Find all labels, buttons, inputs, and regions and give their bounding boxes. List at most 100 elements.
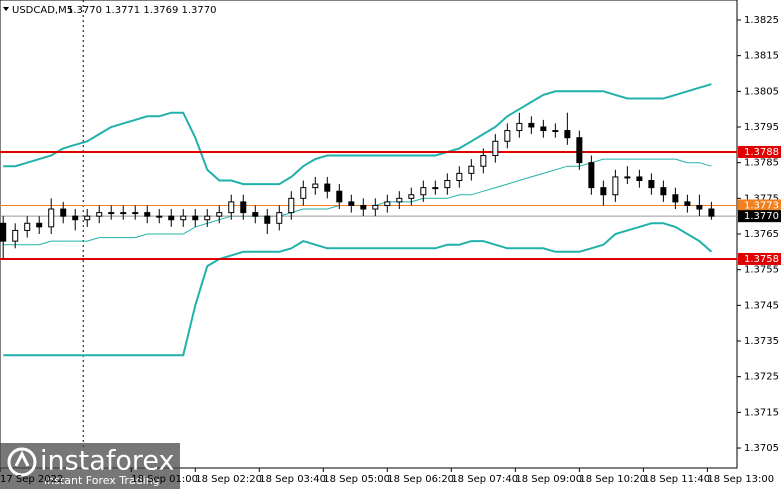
candle-body <box>504 130 511 142</box>
candle-body <box>252 212 259 217</box>
y-tick-label: 1.3705 <box>744 443 779 454</box>
candle-body <box>204 215 211 221</box>
candle-body <box>612 176 619 196</box>
y-tick-label: 1.3815 <box>744 51 779 62</box>
x-tick-label: 18 Sep 11:40 <box>643 474 710 485</box>
candle-body <box>420 187 427 196</box>
candle-body <box>108 212 115 215</box>
x-tick-label: 18 Sep 10:20 <box>579 474 646 485</box>
x-tick-label: 18 Sep 01:00 <box>131 474 198 485</box>
y-tick-label: 1.3785 <box>744 158 779 169</box>
y-tick-label: 1.3755 <box>744 265 779 276</box>
x-tick-label: 17 Sep 2022 <box>0 474 63 485</box>
ohlc-text: 1.3770 1.3771 1.3769 1.3770 <box>67 5 217 16</box>
candle-body <box>588 162 595 189</box>
candle-body <box>24 222 31 231</box>
candle-body <box>696 204 703 210</box>
x-tick-label: 18 Sep 09:00 <box>515 474 582 485</box>
candle-body <box>528 122 535 128</box>
candle-body <box>72 215 79 221</box>
x-tick-label: 18 Sep 03:40 <box>259 474 326 485</box>
level-label-bg <box>738 210 781 223</box>
candle-body <box>480 155 487 167</box>
candle-body <box>180 215 187 221</box>
candle-body <box>672 194 679 203</box>
candle-body <box>336 190 343 203</box>
candle-body <box>324 183 331 192</box>
watermark-brand: instaforex <box>40 446 174 477</box>
candle-body <box>84 215 91 221</box>
candle-body <box>192 215 199 221</box>
candle-body <box>264 215 271 224</box>
band-line <box>3 83 712 186</box>
y-tick-label: 1.3715 <box>744 407 779 418</box>
y-tick-label: 1.3805 <box>744 86 779 97</box>
candle-body <box>660 187 667 196</box>
level-label: 1.3758 <box>744 254 779 265</box>
candle-body <box>684 201 691 206</box>
y-tick-label: 1.3725 <box>744 372 779 383</box>
candle-body <box>564 130 571 139</box>
candle-body <box>312 183 319 189</box>
candle-body <box>168 215 175 221</box>
candle-body <box>576 137 583 164</box>
watermark-tagline: Instant Forex Trading <box>44 474 160 487</box>
x-tick-label: 18 Sep 02:20 <box>195 474 262 485</box>
watermark-logo-mark <box>14 450 30 467</box>
candle-body <box>48 208 55 228</box>
candle-body <box>216 212 223 217</box>
candle-body <box>456 172 463 181</box>
candle-body <box>132 212 139 215</box>
watermark-logo <box>7 447 37 477</box>
candle-body <box>12 229 19 242</box>
candle-body <box>120 212 127 215</box>
candle-body <box>360 204 367 210</box>
level-label-bg <box>738 252 781 265</box>
x-tick-label: 18 Sep 06:20 <box>387 474 454 485</box>
candle-body <box>468 165 475 174</box>
band-line <box>3 222 713 357</box>
candle-body <box>0 222 7 242</box>
candle-body <box>372 204 379 210</box>
y-tick-label: 1.3745 <box>744 300 779 311</box>
x-tick-label: 18 Sep 13:00 <box>707 474 774 485</box>
y-tick-label: 1.3795 <box>744 122 779 133</box>
candle-body <box>492 140 499 157</box>
candle-body <box>636 176 643 181</box>
level-label: 1.3788 <box>744 147 779 158</box>
candle-body <box>36 222 43 228</box>
watermark: instaforex Instant Forex Trading <box>0 443 180 489</box>
header-icon <box>3 7 9 11</box>
level-label: 1.3770 <box>744 211 779 222</box>
candle-body <box>540 126 547 132</box>
candle-body <box>228 201 235 214</box>
x-tick-label: 18 Sep 05:00 <box>323 474 390 485</box>
candle-body <box>648 179 655 189</box>
x-tick-label: 18 Sep 07:40 <box>451 474 518 485</box>
level-label-bg <box>738 199 781 212</box>
candle-body <box>552 130 559 133</box>
candle-body <box>708 208 715 217</box>
y-tick-label: 1.3735 <box>744 336 779 347</box>
y-tick-label: 1.3765 <box>744 229 779 240</box>
level-label: 1.3773 <box>744 200 779 211</box>
candle-body <box>348 201 355 206</box>
y-tick-label: 1.3825 <box>744 15 779 26</box>
candle-body <box>156 215 163 218</box>
candle-body <box>408 194 415 199</box>
candle-body <box>432 187 439 190</box>
candle-body <box>96 212 103 217</box>
candle-body <box>384 201 391 206</box>
candle-body <box>300 187 307 199</box>
candle-body <box>144 212 151 217</box>
candle-body <box>444 179 451 189</box>
candle-body <box>288 197 295 214</box>
symbol-title: USDCAD,M5 <box>12 5 73 16</box>
candle-body <box>600 187 607 196</box>
candle-body <box>240 201 247 214</box>
candle-body <box>396 197 403 203</box>
candle-body <box>276 212 283 224</box>
y-tick-label: 1.3775 <box>744 193 779 204</box>
level-label-bg <box>738 145 781 158</box>
